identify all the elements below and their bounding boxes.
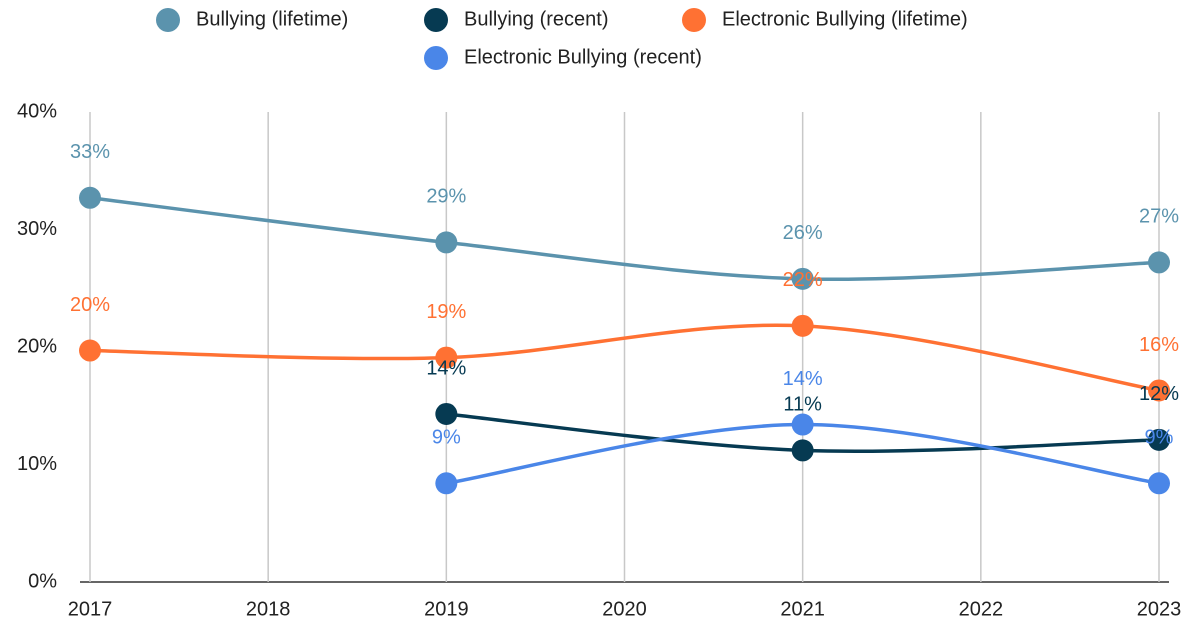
point xyxy=(791,267,814,290)
point xyxy=(791,413,814,436)
data-label: 20% xyxy=(70,294,110,316)
x-tick-label: 2021 xyxy=(780,598,825,620)
legend-marker xyxy=(156,8,180,32)
data-label: 22% xyxy=(783,269,823,291)
data-label: 27% xyxy=(1139,206,1179,228)
point xyxy=(791,314,814,337)
legend-marker xyxy=(424,8,448,32)
legend-label: Bullying (recent) xyxy=(464,8,609,30)
y-tick-label: 30% xyxy=(17,218,57,240)
data-label: 33% xyxy=(70,141,110,163)
point xyxy=(435,402,458,425)
point xyxy=(79,339,101,362)
data-label: 14% xyxy=(783,368,823,390)
data-label: 19% xyxy=(426,301,466,323)
x-tick-label: 2020 xyxy=(602,598,647,620)
point xyxy=(1148,428,1170,451)
point xyxy=(435,346,458,369)
point xyxy=(1148,379,1170,402)
point xyxy=(435,472,458,495)
line xyxy=(89,196,1160,282)
data-label: 9% xyxy=(432,427,461,449)
y-tick-label: 0% xyxy=(28,570,57,592)
legend-label: Electronic Bullying (lifetime) xyxy=(722,8,968,30)
line xyxy=(89,323,1160,393)
x-tick-label: 2023 xyxy=(1137,598,1182,620)
legend-label: Electronic Bullying (recent) xyxy=(464,46,702,68)
point xyxy=(79,186,101,209)
legend-marker xyxy=(682,8,706,32)
data-label: 14% xyxy=(426,357,466,379)
y-tick-label: 20% xyxy=(17,335,57,357)
point xyxy=(1148,472,1170,495)
x-tick-label: 2019 xyxy=(424,598,469,620)
data-label: 16% xyxy=(1139,334,1179,356)
point xyxy=(435,231,458,254)
data-label: 26% xyxy=(783,222,823,244)
point xyxy=(791,439,814,462)
y-tick-label: 40% xyxy=(17,100,57,122)
data-label: 12% xyxy=(1139,383,1179,405)
data-label: 29% xyxy=(426,186,466,208)
x-tick-label: 2022 xyxy=(959,598,1004,620)
y-tick-label: 10% xyxy=(17,453,57,475)
legend-marker xyxy=(424,46,448,70)
x-tick-label: 2017 xyxy=(68,598,113,620)
legend-label: Bullying (lifetime) xyxy=(196,8,348,30)
x-tick-label: 2018 xyxy=(246,598,291,620)
point xyxy=(1148,251,1170,274)
data-label: 9% xyxy=(1145,427,1174,449)
data-label: 11% xyxy=(783,394,822,416)
